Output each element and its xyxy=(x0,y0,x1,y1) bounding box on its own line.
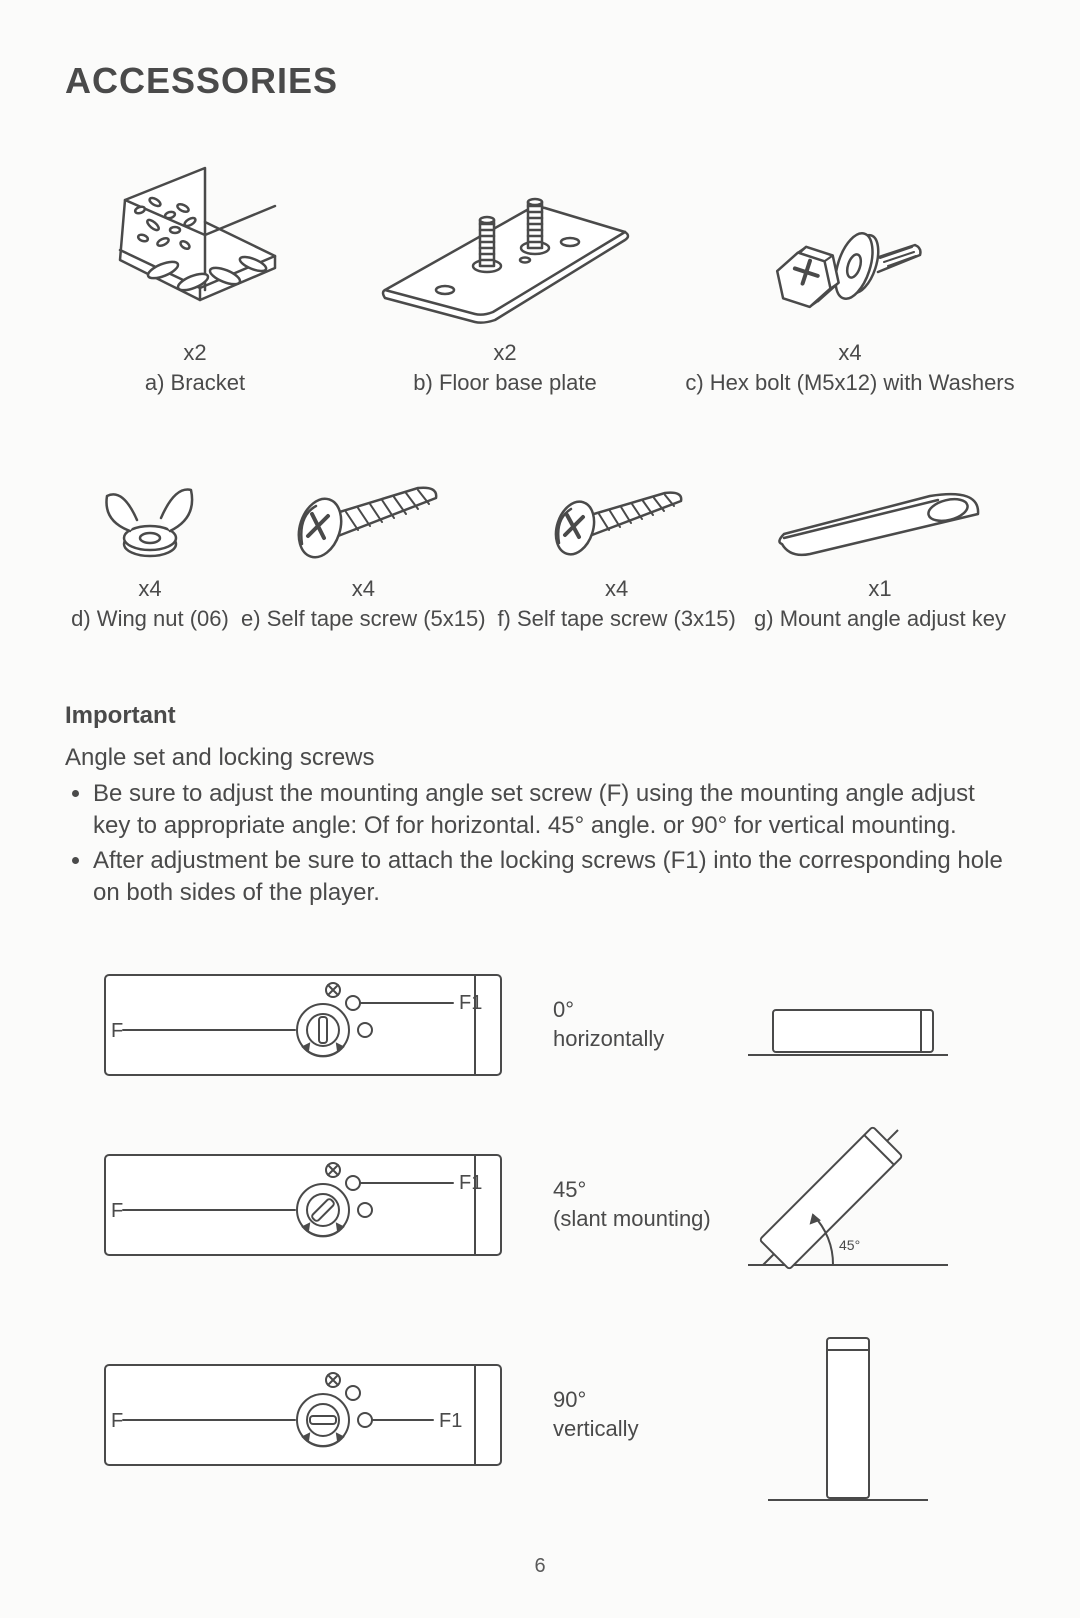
orientation-vertical-icon xyxy=(743,1320,953,1510)
svg-text:F1: F1 xyxy=(439,1410,462,1432)
angle-text: 45° xyxy=(553,1176,743,1205)
item-wing-nut: x4 d) Wing nut (06) xyxy=(65,456,235,632)
bullet-2: After adjustment be sure to attach the l… xyxy=(93,845,1015,910)
qty: x1 xyxy=(745,576,1015,602)
bullet-1: Be sure to adjust the mounting angle set… xyxy=(93,778,1015,843)
dial-diagram-0-icon: F F1 xyxy=(103,965,503,1085)
bracket-icon xyxy=(105,160,285,330)
page-title: ACCESSORIES xyxy=(65,60,1015,102)
label: a) Bracket xyxy=(65,370,325,396)
screw-small-icon xyxy=(537,471,697,566)
svg-text:F1: F1 xyxy=(459,992,482,1014)
orientation-45-icon: 45° xyxy=(743,1120,953,1290)
label: d) Wing nut (06) xyxy=(65,606,235,632)
accessories-row-2: x4 d) Wing nut (06) x4 e) Self tape scre… xyxy=(65,456,1015,632)
qty: x2 xyxy=(65,340,325,366)
important-subheading: Angle set and locking screws xyxy=(65,744,1015,772)
desc-text: vertically xyxy=(553,1415,743,1444)
qty: x4 xyxy=(685,340,1015,366)
important-heading: Important xyxy=(65,702,1015,730)
diagram-label: 0° horizontally xyxy=(553,996,743,1053)
accessories-row-1: x2 a) Bracket xyxy=(65,150,1015,396)
angle-text: 90° xyxy=(553,1386,743,1415)
diagram-label: 90° vertically xyxy=(553,1386,743,1443)
dial-diagram-45-icon: F F1 xyxy=(103,1145,503,1265)
item-floor-base-plate: x2 b) Floor base plate xyxy=(355,150,655,396)
diagram-row-2: F F1 90° vertically xyxy=(103,1320,1015,1510)
svg-text:F: F xyxy=(111,1200,123,1222)
item-screw-5x15: x4 e) Self tape screw (5x15) xyxy=(238,456,488,632)
diagram-left: F F1 xyxy=(103,965,503,1085)
floor-base-plate-icon xyxy=(375,170,635,330)
desc-text: (slant mounting) xyxy=(553,1205,743,1234)
dial-diagram-90-icon: F F1 xyxy=(103,1355,503,1475)
svg-text:F1: F1 xyxy=(459,1172,482,1194)
diagram-left: F F1 xyxy=(103,1145,503,1265)
svg-text:45°: 45° xyxy=(839,1237,860,1253)
diagram-label: 45° (slant mounting) xyxy=(553,1176,743,1233)
screw-icon xyxy=(278,466,448,566)
svg-text:F: F xyxy=(111,1410,123,1432)
orientation-1: 45° xyxy=(743,1120,953,1290)
adjust-key-icon xyxy=(770,486,990,566)
label: c) Hex bolt (M5x12) with Washers xyxy=(685,370,1015,396)
orientation-0 xyxy=(743,960,953,1090)
angle-diagrams: F F1 0° horizontally xyxy=(65,960,1015,1510)
page-number: 6 xyxy=(0,1555,1080,1578)
svg-text:F: F xyxy=(111,1020,123,1042)
label: b) Floor base plate xyxy=(355,370,655,396)
qty: x4 xyxy=(238,576,488,602)
item-hex-bolt: x4 c) Hex bolt (M5x12) with Washers xyxy=(685,150,1015,396)
important-bullets: Be sure to adjust the mounting angle set… xyxy=(65,778,1015,910)
angle-text: 0° xyxy=(553,996,743,1025)
diagram-left: F F1 xyxy=(103,1355,503,1475)
diagram-row-1: F F1 45° (slant mounting) xyxy=(103,1120,1015,1290)
orientation-horizontal-icon xyxy=(743,960,953,1090)
orientation-2 xyxy=(743,1320,953,1510)
qty: x2 xyxy=(355,340,655,366)
item-screw-3x15: x4 f) Self tape screw (3x15) xyxy=(492,456,742,632)
diagram-row-0: F F1 0° horizontally xyxy=(103,960,1015,1090)
wing-nut-icon xyxy=(95,476,205,566)
qty: x4 xyxy=(65,576,235,602)
item-bracket: x2 a) Bracket xyxy=(65,150,325,396)
qty: x4 xyxy=(492,576,742,602)
item-adjust-key: x1 g) Mount angle adjust key xyxy=(745,456,1015,632)
hex-bolt-icon xyxy=(770,220,930,330)
label: e) Self tape screw (5x15) xyxy=(238,606,488,632)
label: f) Self tape screw (3x15) xyxy=(492,606,742,632)
desc-text: horizontally xyxy=(553,1025,743,1054)
important-section: Important Angle set and locking screws B… xyxy=(65,702,1015,910)
label: g) Mount angle adjust key xyxy=(745,606,1015,632)
